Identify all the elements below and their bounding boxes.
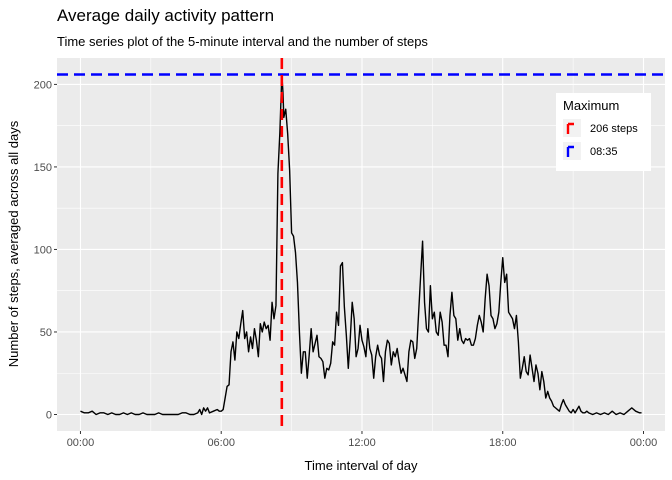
- y-tick-label: 50: [40, 327, 52, 339]
- series-layer: [80, 73, 642, 416]
- steps-series-line: [80, 73, 642, 416]
- y-tick-label: 200: [34, 79, 52, 91]
- x-tick-label: 18:00: [489, 437, 517, 449]
- reference-lines: [57, 58, 665, 431]
- chart-title: Average daily activity pattern: [57, 6, 274, 25]
- y-tick-label: 100: [34, 244, 52, 256]
- x-tick-label: 00:00: [630, 437, 658, 449]
- chart-subtitle: Time series plot of the 5-minute interva…: [57, 34, 428, 49]
- legend-title: Maximum: [563, 98, 619, 113]
- x-axis-title: Time interval of day: [305, 458, 418, 473]
- x-tick-label: 00:00: [67, 437, 95, 449]
- x-axis: 00:00 06:00 12:00 18:00 00:00: [67, 431, 658, 449]
- legend: Maximum 206 steps 08:35: [556, 93, 651, 171]
- legend-key: [563, 142, 581, 160]
- x-tick-label: 12:00: [348, 437, 376, 449]
- legend-entry-label: 08:35: [590, 146, 618, 158]
- legend-entry-label: 206 steps: [590, 123, 638, 135]
- x-tick-label: 06:00: [207, 437, 235, 449]
- legend-swatch: [566, 145, 574, 157]
- legend-key: [563, 119, 581, 137]
- y-tick-label: 0: [46, 409, 52, 421]
- y-axis: 0 50 100 150 200: [34, 79, 57, 421]
- legend-swatch: [566, 122, 574, 134]
- y-tick-label: 150: [34, 162, 52, 174]
- y-axis-title: Number of steps, averaged across all day…: [6, 120, 21, 367]
- legend-entries: 206 steps 08:35: [563, 119, 638, 160]
